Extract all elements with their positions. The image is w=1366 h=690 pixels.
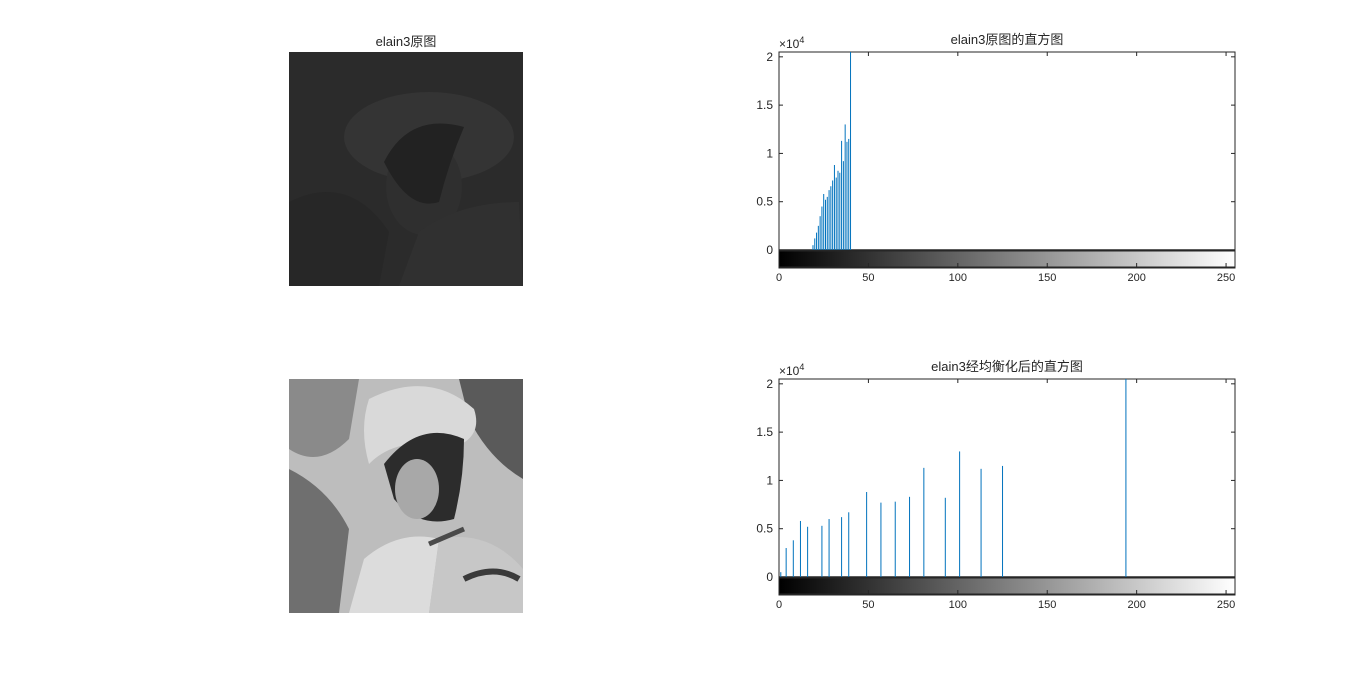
y-tick-label: 0 [766,243,773,257]
y-tick-label: 2 [766,377,773,391]
x-tick-label: 200 [1127,272,1145,284]
axes-box [778,51,1236,268]
x-tick-label: 0 [776,272,782,284]
y-tick-label: 1.5 [756,98,773,112]
y-tick-label: 0.5 [756,195,773,209]
y-tick-label: 0 [766,570,773,584]
colorbar-frame [778,250,1236,269]
colorbar-frame [778,577,1236,596]
y-tick-label: 1 [766,473,773,487]
x-tick-label: 100 [949,272,967,284]
x-tick-label: 50 [862,599,874,611]
x-tick-label: 0 [776,599,782,611]
x-tick-label: 150 [1038,272,1056,284]
histogram-original-chart: elain3原图的直方图 ×104 0 0.5 1 1.5 2 0 50 100 150 200 250 [756,32,1236,284]
y-exponent-label: ×104 [779,362,804,378]
x-tick-label: 50 [862,272,874,284]
x-tick-label: 150 [1038,599,1056,611]
chart-title: elain3原图的直方图 [951,32,1064,47]
chart-title: elain3经均衡化后的直方图 [931,359,1083,374]
y-tick-label: 1.5 [756,425,773,439]
y-tick-label: 0.5 [756,522,773,536]
x-tick-label: 200 [1127,599,1145,611]
grayscale-colorbar [779,578,1235,595]
x-tick-label: 100 [949,599,967,611]
x-tick-label: 250 [1217,272,1235,284]
y-tick-label: 2 [766,50,773,64]
y-exponent-power: 4 [799,362,804,372]
y-exponent-label: ×104 [779,35,804,51]
original-image-title: elain3原图 [375,34,437,49]
histogram-equalized-chart: elain3经均衡化后的直方图 ×104 0 0.5 1 1.5 2 0 50 100 150 200… [756,359,1236,611]
equalized-image [289,379,523,613]
original-image [289,52,523,286]
grayscale-colorbar [779,251,1235,268]
x-tick-label: 250 [1217,599,1235,611]
y-tick-label: 1 [766,146,773,160]
axes-box [778,378,1236,595]
y-exponent-power: 4 [799,35,804,45]
